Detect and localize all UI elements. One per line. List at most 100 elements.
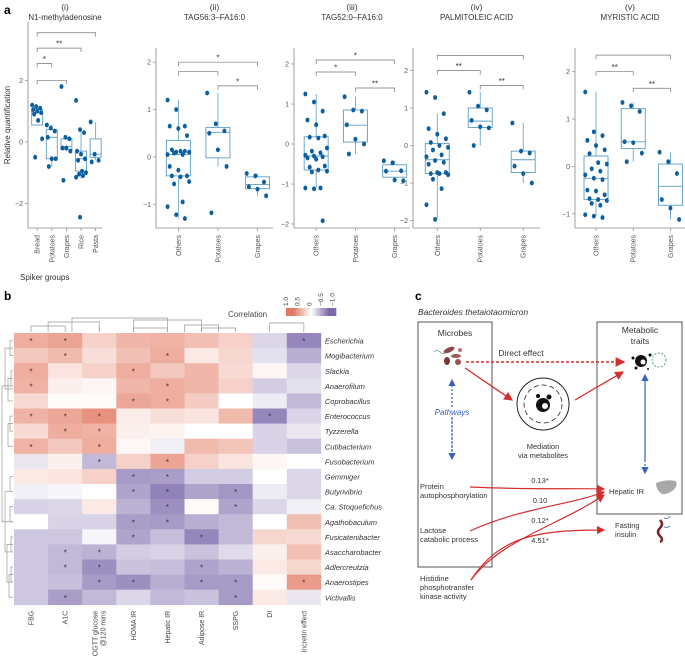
data-point	[390, 160, 395, 166]
data-point	[510, 120, 515, 126]
data-point	[384, 168, 389, 174]
data-point	[185, 133, 190, 139]
heatmap-cell	[286, 393, 322, 409]
heatmap-cell	[252, 423, 288, 439]
data-point	[79, 151, 84, 157]
data-point	[469, 117, 474, 123]
heatmap-cell	[252, 514, 288, 530]
colorbar-segment	[320, 308, 323, 316]
significance-star: *	[166, 488, 169, 497]
significance-star: *	[29, 413, 32, 422]
heatmap-cell	[184, 559, 219, 575]
input-2-line1: Lactose	[420, 526, 446, 535]
data-point	[165, 97, 170, 103]
heatmap-cell	[48, 363, 83, 379]
data-point	[439, 152, 444, 158]
heatmap-row-label: Butyrivibrio	[325, 488, 362, 497]
data-point	[446, 144, 451, 150]
significance-star: *	[302, 337, 305, 346]
colorbar-segment	[296, 308, 299, 316]
traits-title-line1: Metabolic	[622, 325, 659, 335]
colorbar-tick-label: 1.0	[283, 297, 290, 306]
data-point	[320, 108, 325, 114]
heatmap-cell	[82, 393, 117, 409]
heatmap-cell	[218, 529, 253, 545]
heatmap-cell	[116, 589, 151, 606]
data-point	[629, 103, 634, 109]
significance-label: **	[612, 63, 618, 72]
data-point	[77, 171, 82, 177]
data-point	[359, 108, 364, 114]
data-point	[322, 163, 327, 169]
heatmap-row-label: Victivallis	[325, 593, 356, 602]
data-point	[187, 149, 192, 155]
heatmap-cell	[116, 453, 151, 470]
data-point	[484, 107, 489, 113]
heatmap-cell	[150, 363, 185, 379]
heatmap-cell	[184, 438, 219, 455]
heatmap-cell	[14, 348, 49, 364]
boxplot-title: TAG52:0–FA16:0	[321, 13, 383, 22]
direct-effect-label: Direct effect	[498, 348, 544, 358]
heatmap-cell	[150, 559, 185, 575]
colorbar-segment	[288, 308, 291, 316]
heatmap-cell	[286, 438, 322, 455]
data-point	[527, 150, 532, 156]
colorbar-tick-label: 0	[306, 302, 313, 306]
x-tick-label: Grapes	[392, 235, 399, 258]
heatmap-cell	[150, 468, 185, 485]
data-point	[318, 150, 323, 156]
y-tick-label: 0	[147, 154, 151, 161]
heatmap-cell	[82, 453, 117, 470]
boxplot-1: (i)N1-methyladenosine −2 0 2 Relative quanti…	[3, 2, 102, 282]
heatmap-cell	[14, 574, 49, 590]
input-3-line2: phosphotransfer	[420, 583, 475, 592]
data-point	[76, 157, 81, 163]
significance-bracket	[595, 54, 671, 60]
colorbar-segment	[310, 308, 313, 316]
boxplot-title: PALMITOLEIC ACID	[440, 13, 513, 22]
data-point	[441, 111, 446, 117]
heatmap-cell	[218, 438, 253, 455]
panel-numeral: (ii)	[210, 2, 220, 12]
significance-star: *	[98, 564, 101, 573]
colorbar-segment	[294, 308, 297, 316]
heatmap-cell	[82, 529, 117, 545]
data-point	[63, 134, 68, 140]
data-point	[36, 117, 41, 123]
significance-star: *	[98, 548, 101, 557]
heatmap-cell	[218, 468, 253, 485]
data-point	[594, 143, 599, 148]
significance-label: **	[649, 80, 655, 89]
data-point	[318, 185, 323, 191]
significance-bracket	[479, 85, 524, 90]
heatmap-cell	[252, 529, 288, 545]
data-point	[589, 200, 594, 206]
data-point	[169, 147, 174, 153]
heatmap-cell	[184, 333, 219, 349]
heatmap-cell	[14, 559, 49, 575]
heatmap-row-label: Slackia	[325, 367, 349, 376]
data-point	[182, 123, 187, 129]
heatmap-cell	[286, 348, 322, 364]
data-point	[174, 212, 179, 218]
data-point	[312, 153, 317, 159]
data-point	[600, 133, 605, 139]
mediation-to-traits-arrow	[574, 371, 625, 401]
heatmap-cell	[218, 484, 253, 500]
input-1-line1: Protein	[420, 482, 444, 491]
data-point	[598, 202, 603, 208]
data-point	[49, 156, 54, 162]
data-point	[209, 210, 214, 216]
data-point	[424, 154, 429, 160]
heatmap-cell	[14, 393, 49, 409]
data-point	[305, 117, 310, 123]
microbe-to-mediation-arrow	[464, 367, 514, 401]
heatmap-cell	[184, 544, 219, 560]
data-point	[224, 164, 229, 169]
significance-bracket	[217, 85, 258, 90]
pathways-label: Pathways	[435, 408, 470, 417]
data-point	[324, 168, 329, 174]
heatmap-row-label: Asaccharobacter	[324, 548, 382, 557]
heatmap-cell	[252, 468, 288, 485]
